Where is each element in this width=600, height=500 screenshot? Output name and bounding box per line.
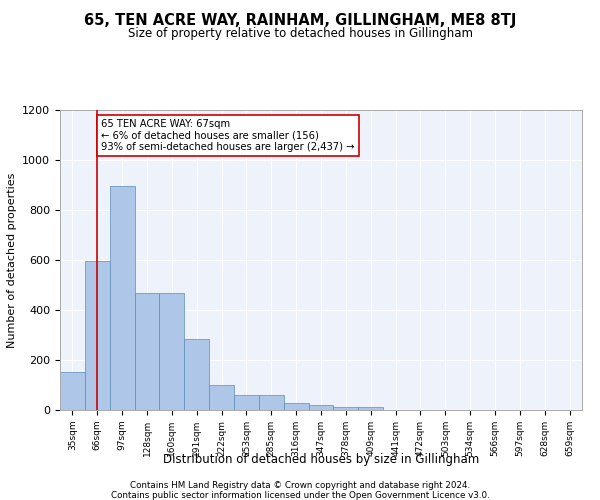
Bar	[110, 186, 134, 410]
Bar	[134, 292, 160, 410]
Bar	[308, 405, 334, 410]
Bar	[334, 407, 358, 410]
Y-axis label: Number of detached properties: Number of detached properties	[7, 172, 17, 348]
Bar	[60, 372, 85, 410]
Bar	[234, 394, 259, 410]
Text: 65 TEN ACRE WAY: 67sqm
← 6% of detached houses are smaller (156)
93% of semi-det: 65 TEN ACRE WAY: 67sqm ← 6% of detached …	[101, 118, 355, 152]
Bar	[284, 403, 308, 410]
Text: Size of property relative to detached houses in Gillingham: Size of property relative to detached ho…	[128, 28, 473, 40]
Bar	[358, 407, 383, 410]
Bar	[184, 339, 209, 410]
Bar	[160, 292, 184, 410]
Text: 65, TEN ACRE WAY, RAINHAM, GILLINGHAM, ME8 8TJ: 65, TEN ACRE WAY, RAINHAM, GILLINGHAM, M…	[84, 12, 516, 28]
Bar	[85, 261, 110, 410]
Bar	[259, 394, 284, 410]
Text: Contains public sector information licensed under the Open Government Licence v3: Contains public sector information licen…	[110, 491, 490, 500]
Text: Distribution of detached houses by size in Gillingham: Distribution of detached houses by size …	[163, 452, 479, 466]
Bar	[209, 385, 234, 410]
Text: Contains HM Land Registry data © Crown copyright and database right 2024.: Contains HM Land Registry data © Crown c…	[130, 481, 470, 490]
